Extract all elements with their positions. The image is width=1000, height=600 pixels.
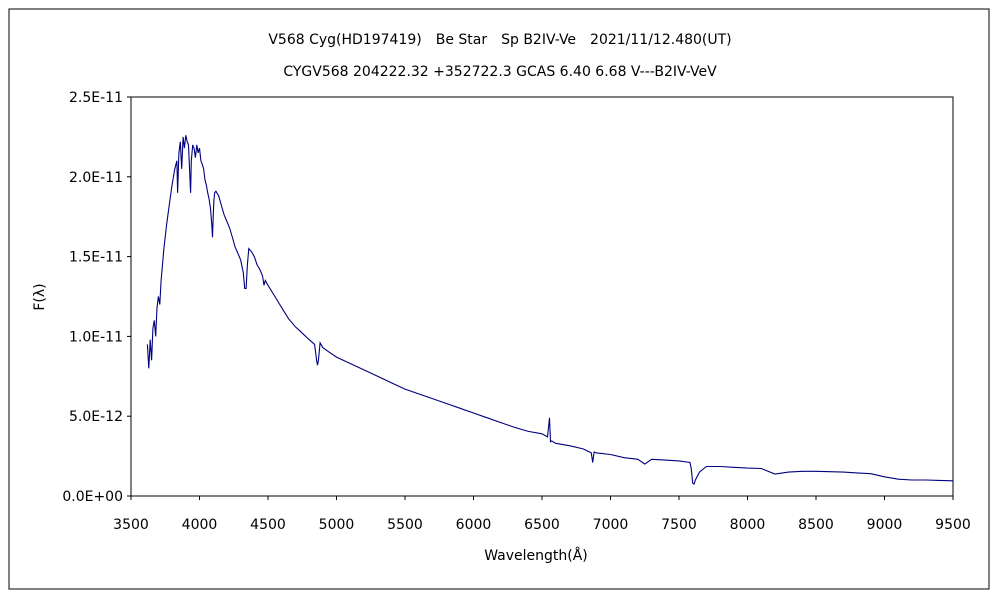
x-tick-label: 5000 bbox=[319, 517, 355, 533]
x-tick-label: 4500 bbox=[250, 517, 286, 533]
y-tick-label: 2.0E-11 bbox=[69, 170, 123, 186]
y-axis: 0.0E+00 5.0E-12 1.0E-11 1.5E-11 2.0E-11 2.5E-… bbox=[62, 90, 131, 505]
chart-border bbox=[8, 8, 990, 590]
y-tick-label: 1.5E-11 bbox=[69, 250, 123, 266]
x-tick-label: 7000 bbox=[593, 517, 629, 533]
x-tick-label: 6500 bbox=[524, 517, 560, 533]
x-tick-label: 9500 bbox=[935, 517, 971, 533]
x-tick-label: 5500 bbox=[387, 517, 423, 533]
x-tick-label: 9000 bbox=[867, 517, 903, 533]
x-tick-label: 3500 bbox=[113, 517, 149, 533]
x-tick-label: 7500 bbox=[661, 517, 697, 533]
spectrum-line bbox=[146, 135, 954, 485]
chart-subtitle: CYGV568 204222.32 +352722.3 GCAS 6.40 6.… bbox=[283, 64, 717, 80]
x-tick-label: 6000 bbox=[456, 517, 492, 533]
y-tick-label: 1.0E-11 bbox=[69, 329, 123, 345]
x-tick-label: 4000 bbox=[182, 517, 218, 533]
x-tick-label: 8500 bbox=[798, 517, 834, 533]
y-tick-label: 5.0E-12 bbox=[69, 409, 123, 425]
x-axis: 3500 4000 4500 5000 5500 6000 6500 7000 7500 8000… bbox=[113, 496, 971, 533]
x-tick-label: 8000 bbox=[730, 517, 766, 533]
chart-title: V568 Cyg(HD197419) Be Star Sp B2IV-Ve 20… bbox=[268, 32, 731, 48]
y-tick-label: 0.0E+00 bbox=[62, 489, 123, 505]
x-axis-label: Wavelength(Å) bbox=[484, 547, 588, 564]
y-axis-label: F(λ) bbox=[32, 283, 48, 310]
y-tick-label: 2.5E-11 bbox=[69, 90, 123, 106]
